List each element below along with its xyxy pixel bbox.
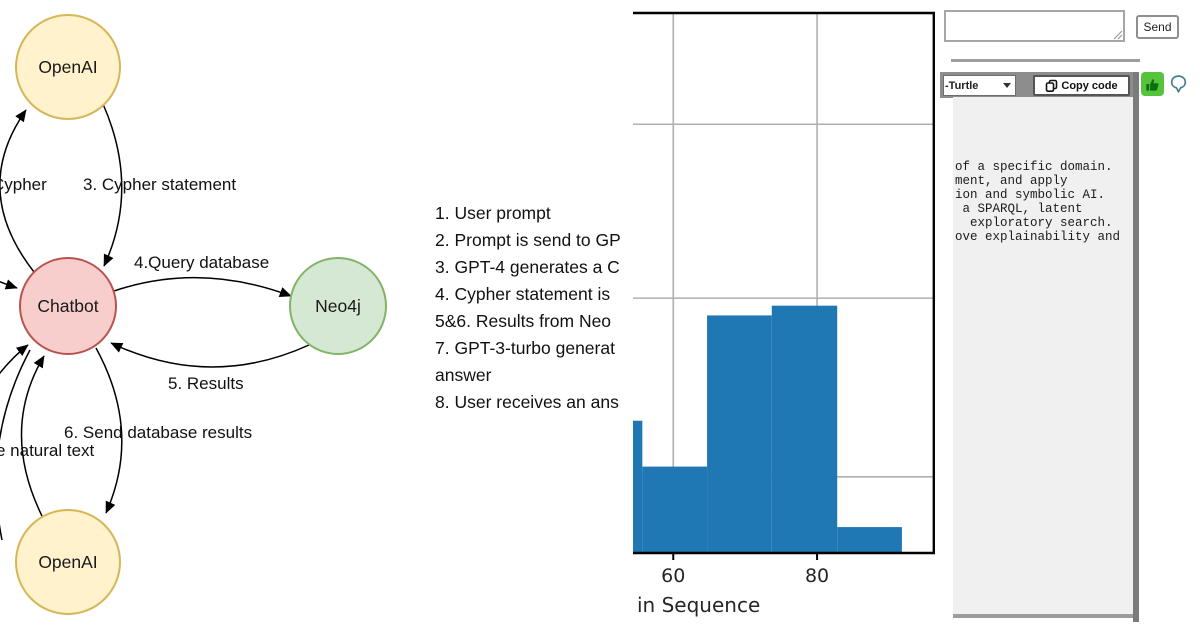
feedback-balloon-icon [1170,75,1187,93]
prompt-input[interactable] [944,10,1125,42]
code-line: ment, and apply [955,174,1068,188]
step-list: 1. User prompt 2. Prompt is send to GP 3… [435,200,633,420]
code-scrollbar[interactable] [1133,72,1139,622]
edge-label-step4: 4.Query database [134,253,269,272]
flow-diagram: OpenAI Chatbot Neo4j OpenAI Cypher 3. Cy… [0,14,387,615]
panel-divider [951,59,1140,62]
node-label-chatbot: Chatbot [37,296,98,316]
node-openai-top [15,14,121,120]
histogram-panel: 60 80 in Sequence [633,0,940,630]
format-select-value: -Turtle [945,79,979,92]
histogram-plot: 60 80 in Sequence [633,11,935,617]
copy-icon [1046,79,1058,92]
resize-handle-icon[interactable] [1112,29,1124,41]
edge-cypher-statement [102,103,123,267]
edge-answer-out [0,349,31,541]
edge-label-step5: 5. Results [168,374,244,393]
code-line: of a specific domain. [955,160,1113,174]
edge-label-cypher: Cypher [0,175,47,194]
edge-label-step6: 6. Send database results [64,423,252,442]
copy-code-button[interactable]: Copy code [1033,75,1130,96]
sidebar-cyan-strip [1139,64,1200,630]
step-line: 1. User prompt [435,203,551,223]
send-button[interactable]: Send [1136,15,1179,39]
edge-user-prompt-in [0,279,18,290]
step-line: 8. User receives an ans [435,392,619,412]
svg-text:80: 80 [805,565,829,587]
step-line: 5&6. Results from Neo [435,311,612,331]
copy-code-label: Copy code [1061,79,1118,92]
chevron-down-icon [1003,83,1011,88]
svg-text:60: 60 [661,565,685,587]
node-label-openai-bottom: OpenAI [38,552,97,572]
step-line: 2. Prompt is send to GP [435,230,621,250]
node-neo4j [289,257,387,355]
thumbs-up-button[interactable] [1141,72,1164,96]
edge-results [110,342,310,368]
edge-label-step7: e natural text [0,441,95,460]
edge-user-in-lower [0,344,29,375]
code-line: exploratory search. [955,216,1113,230]
code-block: of a specific domain. ment, and apply io… [953,97,1133,618]
edge-generate-cypher [0,109,35,273]
step-line: 4. Cypher statement is [435,284,611,304]
code-line: a SPARQL, latent [955,202,1083,216]
edge-query-database [113,276,292,297]
feedback-balloon-button[interactable] [1168,73,1189,95]
node-label-openai-top: OpenAI [38,57,97,77]
svg-text:in Sequence: in Sequence [637,593,760,617]
code-line: ion and symbolic AI. [955,188,1106,202]
edge-send-db-results [95,347,123,514]
format-select[interactable]: -Turtle [943,75,1016,96]
thumbs-up-icon [1146,78,1159,91]
node-openai-bottom [15,509,121,615]
step-line: 7. GPT-3-turbo generat [435,338,615,358]
node-chatbot [19,257,117,355]
code-line: ove explainability and [955,230,1121,244]
edge-label-step3: 3. Cypher statement [83,175,236,194]
edge-generate-natural-text [20,355,45,517]
node-label-neo4j: Neo4j [315,296,361,316]
step-line: 3. GPT-4 generates a C [435,257,620,277]
step-line: answer [435,365,492,385]
